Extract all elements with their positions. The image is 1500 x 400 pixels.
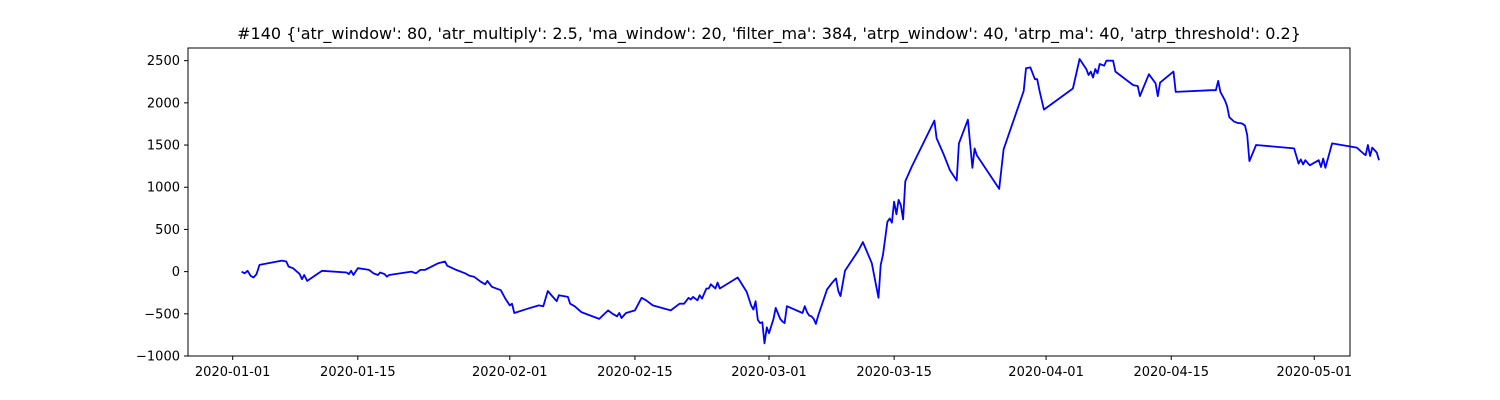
- y-axis: −1000 −500 0 500 1000 1500 2000 2500: [136, 54, 188, 365]
- x-tick-label: 2020-05-01: [1276, 365, 1352, 380]
- x-tick-label: 2020-03-01: [731, 365, 807, 380]
- chart-title: #140 {'atr_window': 80, 'atr_multiply': …: [237, 24, 1301, 44]
- x-tick-label: 2020-02-15: [597, 365, 673, 380]
- x-tick-label: 2020-02-01: [472, 365, 548, 380]
- y-tick-label: 1500: [147, 139, 180, 154]
- plot-area: [241, 58, 1380, 345]
- y-tick-label: −1000: [136, 350, 180, 365]
- x-axis: 2020-01-01 2020-01-15 2020-02-01 2020-02-15…: [195, 356, 1352, 380]
- y-tick-label: 2000: [147, 96, 180, 111]
- y-tick-label: 500: [155, 223, 180, 238]
- x-tick-label: 2020-01-01: [195, 365, 271, 380]
- y-tick-label: 0: [172, 265, 180, 280]
- x-tick-label: 2020-04-15: [1133, 365, 1209, 380]
- x-tick-label: 2020-03-15: [856, 365, 932, 380]
- y-tick-label: −500: [144, 307, 180, 322]
- x-tick-label: 2020-01-15: [320, 365, 396, 380]
- x-tick-label: 2020-04-01: [1008, 365, 1084, 380]
- series-line: [241, 58, 1380, 345]
- y-tick-label: 2500: [147, 54, 180, 69]
- y-tick-label: 1000: [147, 181, 180, 196]
- plot-frame: [187, 47, 1351, 357]
